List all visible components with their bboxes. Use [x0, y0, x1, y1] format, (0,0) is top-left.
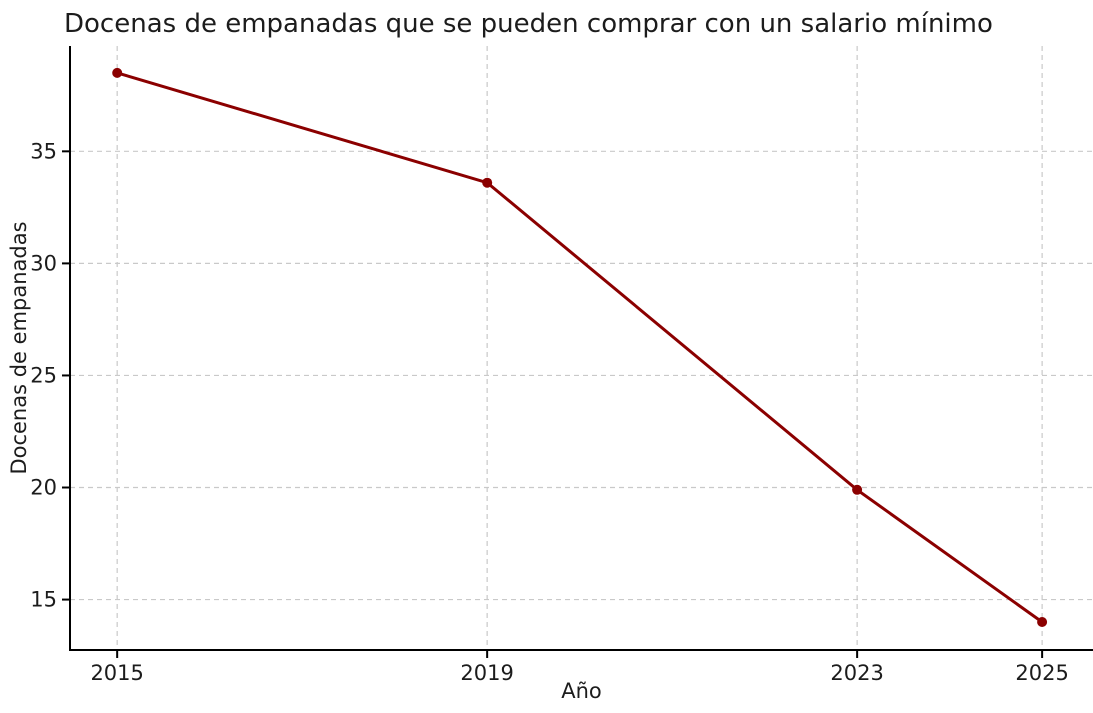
gridlines [70, 46, 1093, 650]
y-axis-label: Docenas de empanadas [7, 221, 31, 475]
y-tick-label: 35 [30, 139, 57, 163]
y-tick-label: 30 [30, 251, 57, 275]
axes-spines [69, 46, 1093, 651]
y-tick-label: 15 [30, 588, 57, 612]
x-tick-label: 2023 [830, 661, 883, 685]
data-point-marker [1037, 617, 1048, 627]
y-tick-label: 25 [30, 363, 57, 387]
x-tick-label: 2025 [1015, 661, 1068, 685]
data-point-marker [852, 484, 863, 495]
x-axis-label: Año [561, 679, 602, 703]
chart-title: Docenas de empanadas que se pueden compr… [64, 9, 993, 39]
data-line [116, 71, 1043, 624]
y-tick-label: 20 [30, 476, 57, 500]
data-points [112, 67, 1048, 627]
tick-marks [62, 150, 1044, 658]
x-tick-label: 2015 [90, 661, 143, 685]
x-tick-label: 2019 [460, 661, 513, 685]
data-point-marker [112, 67, 123, 78]
data-point-marker [482, 177, 493, 188]
